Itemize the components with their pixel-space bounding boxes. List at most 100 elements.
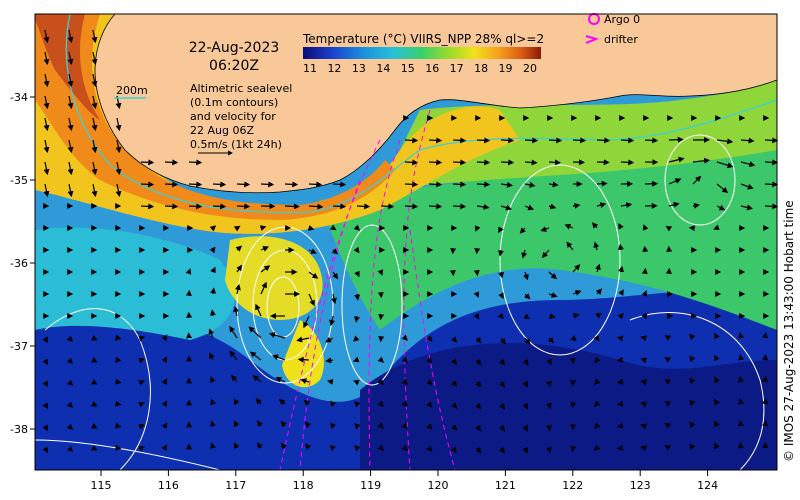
velocity-arrow <box>210 266 216 274</box>
velocity-arrow <box>500 204 512 211</box>
velocity-arrow <box>476 181 491 188</box>
velocity-arrow <box>115 334 122 341</box>
velocity-arrow <box>664 379 672 385</box>
velocity-arrow <box>641 290 648 297</box>
velocity-arrow <box>426 379 433 386</box>
velocity-arrow <box>640 445 647 452</box>
velocity-arrow <box>668 178 682 185</box>
velocity-arrow <box>762 332 768 339</box>
velocity-arrow <box>764 181 779 188</box>
velocity-arrow <box>664 423 672 429</box>
velocity-arrow <box>401 444 408 451</box>
velocity-arrow <box>762 354 768 361</box>
velocity-arrow <box>138 335 145 342</box>
velocity-arrow <box>593 241 600 251</box>
x-axis: 115 116 117 118 119 120 121 122 123 124 <box>91 470 718 492</box>
y-tick-label: -38 <box>10 423 28 436</box>
velocity-arrow <box>233 305 239 317</box>
velocity-arrow <box>522 446 528 454</box>
velocity-arrow <box>475 424 482 432</box>
velocity-arrow <box>738 376 744 383</box>
velocity-arrow <box>620 137 635 144</box>
velocity-arrow <box>229 350 238 361</box>
velocity-arrow <box>90 423 98 429</box>
velocity-arrow <box>260 265 271 273</box>
y-tick-label: -35 <box>10 174 28 187</box>
velocity-arrow <box>115 356 122 363</box>
velocity-arrow <box>764 137 779 144</box>
velocity-arrows <box>42 29 779 454</box>
velocity-arrow <box>42 424 49 432</box>
velocity-arrow <box>452 159 467 166</box>
velocity-arrow <box>303 315 310 329</box>
velocity-arrow <box>91 161 98 176</box>
velocity-arrow <box>692 175 702 185</box>
velocity-arrow <box>210 376 216 383</box>
velocity-arrow <box>689 355 696 363</box>
velocity-arrow <box>91 117 98 132</box>
velocity-arrow <box>43 95 50 110</box>
velocity-arrow <box>498 271 505 279</box>
velocity-arrow <box>664 445 672 451</box>
velocity-arrow <box>331 293 337 305</box>
velocity-arrow <box>738 398 744 405</box>
velocity-arrow <box>714 398 720 406</box>
velocity-arrow <box>233 398 240 405</box>
velocity-arrow <box>499 337 506 345</box>
velocity-arrow <box>43 73 50 88</box>
velocity-arrow <box>67 73 74 88</box>
velocity-arrow <box>548 271 557 280</box>
velocity-arrow <box>308 248 318 254</box>
note-line-3: and velocity for <box>190 110 276 123</box>
velocity-arrow <box>714 420 720 428</box>
velocity-arrow <box>689 399 696 407</box>
velocity-arrow <box>352 356 360 363</box>
australia-coastline <box>94 13 778 194</box>
velocity-arrow <box>426 423 433 430</box>
velocity-arrow <box>401 422 408 429</box>
x-tick-label: 117 <box>225 479 246 492</box>
velocity-arrow <box>67 183 74 198</box>
note-line-5: 0.5m/s (1kt 24h) <box>190 138 282 151</box>
velocity-arrow <box>325 357 334 364</box>
velocity-arrow <box>616 422 624 429</box>
velocity-arrow <box>740 183 754 190</box>
velocity-arrow <box>404 203 419 210</box>
colorbar-tick-label: 12 <box>327 62 341 75</box>
velocity-arrow <box>475 336 482 344</box>
velocity-arrow <box>519 227 526 234</box>
velocity-arrow <box>428 137 443 144</box>
velocity-arrow <box>210 287 217 295</box>
velocity-arrow <box>642 224 649 231</box>
velocity-arrow <box>331 248 339 255</box>
x-tick-label: 120 <box>428 479 449 492</box>
velocity-arrow <box>545 402 552 410</box>
velocity-arrow <box>280 442 287 450</box>
velocity-arrow <box>640 379 647 386</box>
velocity-arrow <box>498 292 504 299</box>
velocity-arrow <box>325 336 334 343</box>
velocity-arrow <box>90 401 98 407</box>
velocity-arrow <box>377 269 384 276</box>
velocity-arrow <box>450 380 458 387</box>
velocity-arrow <box>308 293 315 307</box>
velocity-arrow <box>66 401 74 408</box>
velocity-arrow <box>714 376 720 384</box>
velocity-arrow <box>401 356 408 363</box>
velocity-arrow <box>260 281 267 295</box>
velocity-arrow <box>404 137 419 144</box>
velocity-arrow <box>255 303 262 317</box>
velocity-arrow <box>664 357 672 363</box>
velocity-arrow <box>426 401 433 408</box>
velocity-arrow <box>164 159 179 166</box>
velocity-arrow <box>42 402 49 410</box>
velocity-arrow <box>548 181 559 188</box>
velocity-arrow <box>91 73 98 88</box>
velocity-arrow <box>594 356 601 364</box>
velocity-arrow <box>353 224 361 231</box>
velocity-arrow <box>616 378 624 385</box>
colorbar-tick-label: 16 <box>425 62 439 75</box>
velocity-arrow <box>66 379 74 386</box>
x-tick-label: 116 <box>158 479 179 492</box>
colorbar-tick-label: 13 <box>352 62 366 75</box>
